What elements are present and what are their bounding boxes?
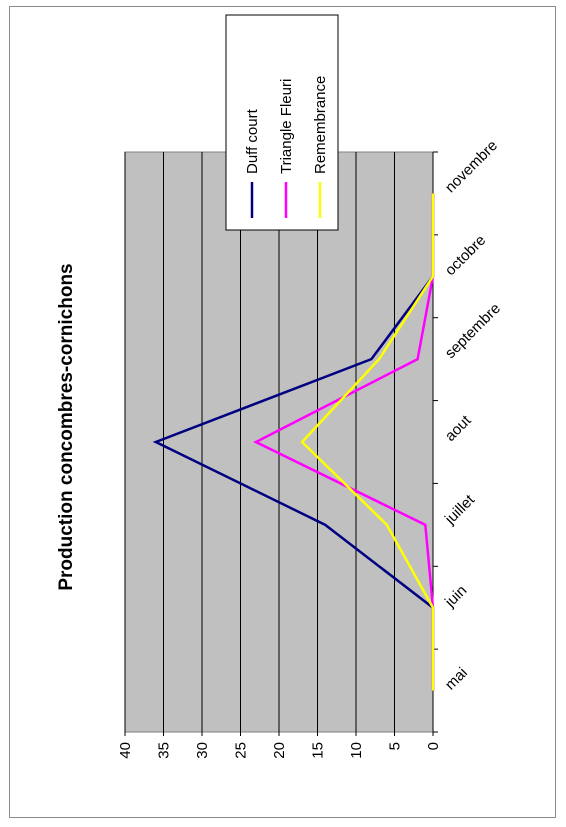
chart-title: Production concombres-cornichons xyxy=(56,263,77,590)
legend-label-1: Triangle Fleuri xyxy=(278,79,295,174)
legend-label-0: Duff court xyxy=(244,108,261,174)
y-tick-label: 0 xyxy=(425,742,442,750)
x-tick-label: octobre xyxy=(442,232,489,279)
y-tick-label: 40 xyxy=(117,742,134,759)
plot-area xyxy=(124,151,438,736)
chart-frame xyxy=(9,6,556,818)
legend-label-2: Remembrance xyxy=(312,76,329,174)
x-tick-label: juin xyxy=(441,582,470,611)
y-tick-label: 25 xyxy=(233,742,250,759)
legend: Duff court Triangle Fleuri Remembrance xyxy=(225,14,339,231)
x-tick-label: novembre xyxy=(442,137,501,196)
x-tick-label: juillet xyxy=(441,491,478,528)
x-axis-labels: mai juin juillet aout septembre octobre novemb… xyxy=(441,137,504,693)
y-tick-label: 5 xyxy=(387,742,404,750)
series-line-2 xyxy=(300,193,435,691)
y-tick-label: 20 xyxy=(271,742,288,759)
x-tick-label: mai xyxy=(442,664,471,693)
y-tick-label: 15 xyxy=(310,742,327,759)
y-tick-label: 35 xyxy=(156,742,173,759)
x-tick-label: aout xyxy=(442,412,475,445)
y-tick-label: 10 xyxy=(348,742,365,759)
y-axis-labels: 0 5 10 15 20 25 30 35 40 xyxy=(117,742,442,759)
y-tick-label: 30 xyxy=(194,742,211,759)
x-tick-label: septembre xyxy=(442,300,504,362)
legend-box xyxy=(225,14,339,231)
